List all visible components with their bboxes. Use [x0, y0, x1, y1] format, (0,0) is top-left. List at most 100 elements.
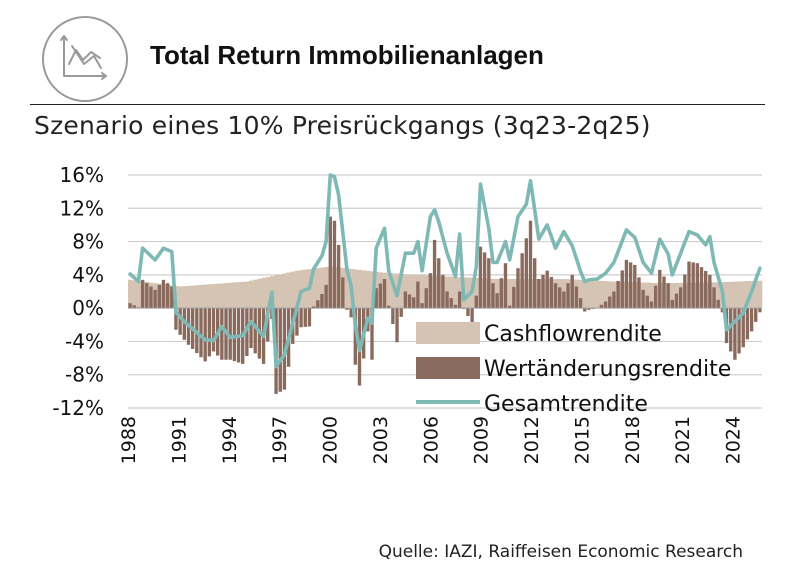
cashflow-bar: [128, 279, 133, 309]
wertaenderung-bar: [178, 308, 182, 335]
cashflow-bar: [194, 285, 200, 309]
source-note: Quelle: IAZI, Raiffeisen Economic Resear…: [378, 542, 743, 562]
wertaenderung-bar: [716, 299, 720, 309]
logo-circle: [42, 16, 128, 102]
wertaenderung-bar: [249, 308, 253, 349]
wertaenderung-bar: [699, 267, 704, 309]
wertaenderung-bar: [437, 258, 441, 309]
wertaenderung-bar: [441, 274, 445, 309]
title-divider: [30, 104, 765, 105]
wertaenderung-bar: [174, 308, 178, 330]
legend-label-cashflow: Cashflowrendite: [484, 322, 662, 347]
wertaenderung-bar: [704, 270, 708, 309]
wertaenderung-bar: [165, 283, 170, 309]
cashflow-bar: [190, 285, 196, 309]
wertaenderung-bar: [520, 253, 524, 309]
wertaenderung-bar: [145, 283, 149, 309]
x-tick-label: 2000: [320, 416, 342, 464]
wertaenderung-bar: [729, 308, 733, 352]
cashflow-bar: [315, 268, 321, 309]
x-tick-label: 2012: [521, 416, 543, 464]
wertaenderung-bar: [495, 293, 499, 309]
wertaenderung-bar: [332, 220, 337, 309]
x-tick-label: 2009: [471, 416, 493, 464]
cashflow-bar: [578, 279, 583, 309]
wertaenderung-bar: [428, 273, 433, 309]
page-title: Total Return Immobilienanlagen: [150, 40, 544, 70]
cashflow-bar: [211, 284, 216, 309]
cashflow-bar: [411, 274, 417, 309]
cashflow-bar: [319, 267, 325, 309]
wertaenderung-bar: [466, 308, 470, 317]
wertaenderung-bar: [637, 277, 641, 309]
wertaenderung-bar: [678, 287, 683, 309]
wertaenderung-bar: [528, 220, 533, 309]
cashflow-bar: [265, 277, 271, 309]
wertaenderung-bar: [612, 291, 616, 309]
wertaenderung-bar: [645, 295, 649, 309]
cashflow-bar: [741, 281, 746, 309]
wertaenderung-bar: [712, 287, 716, 309]
y-axis: 16% 12% 8% 4% 0% -4% -8% -12%: [52, 163, 104, 420]
legend: Cashflowrendite Wertänderungsrendite Ges…: [416, 322, 731, 417]
x-axis: 1988 1991 1994 1997 2000 2003 2006 2009 2012 2015…: [118, 416, 745, 464]
wertaenderung-bar: [532, 258, 537, 309]
wertaenderung-bar: [649, 301, 654, 309]
wertaenderung-bar: [566, 283, 570, 309]
wertaenderung-bar: [320, 293, 324, 309]
wertaenderung-bar: [537, 279, 541, 309]
wertaenderung-bar: [253, 308, 257, 354]
cashflow-bar: [449, 276, 454, 309]
wertaenderung-bar: [303, 308, 307, 327]
wertaenderung-bar: [541, 274, 545, 309]
wertaenderung-bar: [708, 274, 712, 309]
x-tick-label: 2021: [672, 416, 694, 464]
cashflow-bar: [386, 272, 392, 309]
wertaenderung-bar: [741, 308, 745, 348]
wertaenderung-bar: [578, 298, 583, 309]
cashflow-bar: [361, 270, 367, 309]
cashflow-bar: [670, 283, 675, 309]
x-tick-label: 1991: [168, 416, 190, 464]
wertaenderung-bar: [574, 286, 579, 309]
cashflow-bar: [240, 281, 246, 309]
cashflow-bar: [132, 280, 137, 309]
wertaenderung-bar: [324, 284, 328, 309]
wertaenderung-bar: [370, 308, 374, 360]
cashflow-bar: [136, 280, 141, 309]
cashflow-bar: [278, 274, 283, 309]
wertaenderung-bar: [341, 277, 345, 309]
wertaenderung-bar: [516, 268, 520, 309]
wertaenderung-bar: [307, 308, 312, 327]
wertaenderung-bar: [353, 308, 358, 365]
wertaenderung-bar: [474, 295, 478, 309]
wertaenderung-bar: [691, 262, 695, 309]
cashflow-bar: [407, 274, 412, 309]
cashflow-bar: [728, 281, 734, 309]
chart-logo: [42, 16, 128, 102]
wertaenderung-bar: [733, 308, 737, 360]
wertaenderung-bar: [482, 252, 487, 309]
wertaenderung-bar: [170, 286, 174, 309]
cashflow-bar: [465, 277, 471, 309]
wertaenderung-bar: [412, 297, 416, 309]
wertaenderung-bar: [737, 308, 741, 354]
wertaenderung-bar: [449, 298, 453, 309]
wertaenderung-bar: [228, 308, 232, 360]
y-tick-label: -4%: [65, 329, 104, 353]
wertaenderung-bar: [161, 279, 166, 309]
cashflow-bar: [282, 273, 287, 309]
cashflow-bar: [198, 284, 204, 309]
cashflow-bar: [474, 277, 479, 309]
cashflow-bar: [357, 269, 362, 309]
wertaenderung-bar: [599, 304, 604, 309]
cashflow-bar: [253, 279, 258, 309]
gesamtrendite-line: [128, 173, 762, 369]
cashflow-bar: [248, 280, 254, 309]
x-tick-label: 1988: [118, 416, 140, 464]
x-tick-label: 1997: [269, 416, 291, 464]
cashflow-bar: [294, 270, 300, 309]
y-tick-label: 16%: [60, 163, 104, 187]
cashflow-bar: [586, 280, 592, 309]
